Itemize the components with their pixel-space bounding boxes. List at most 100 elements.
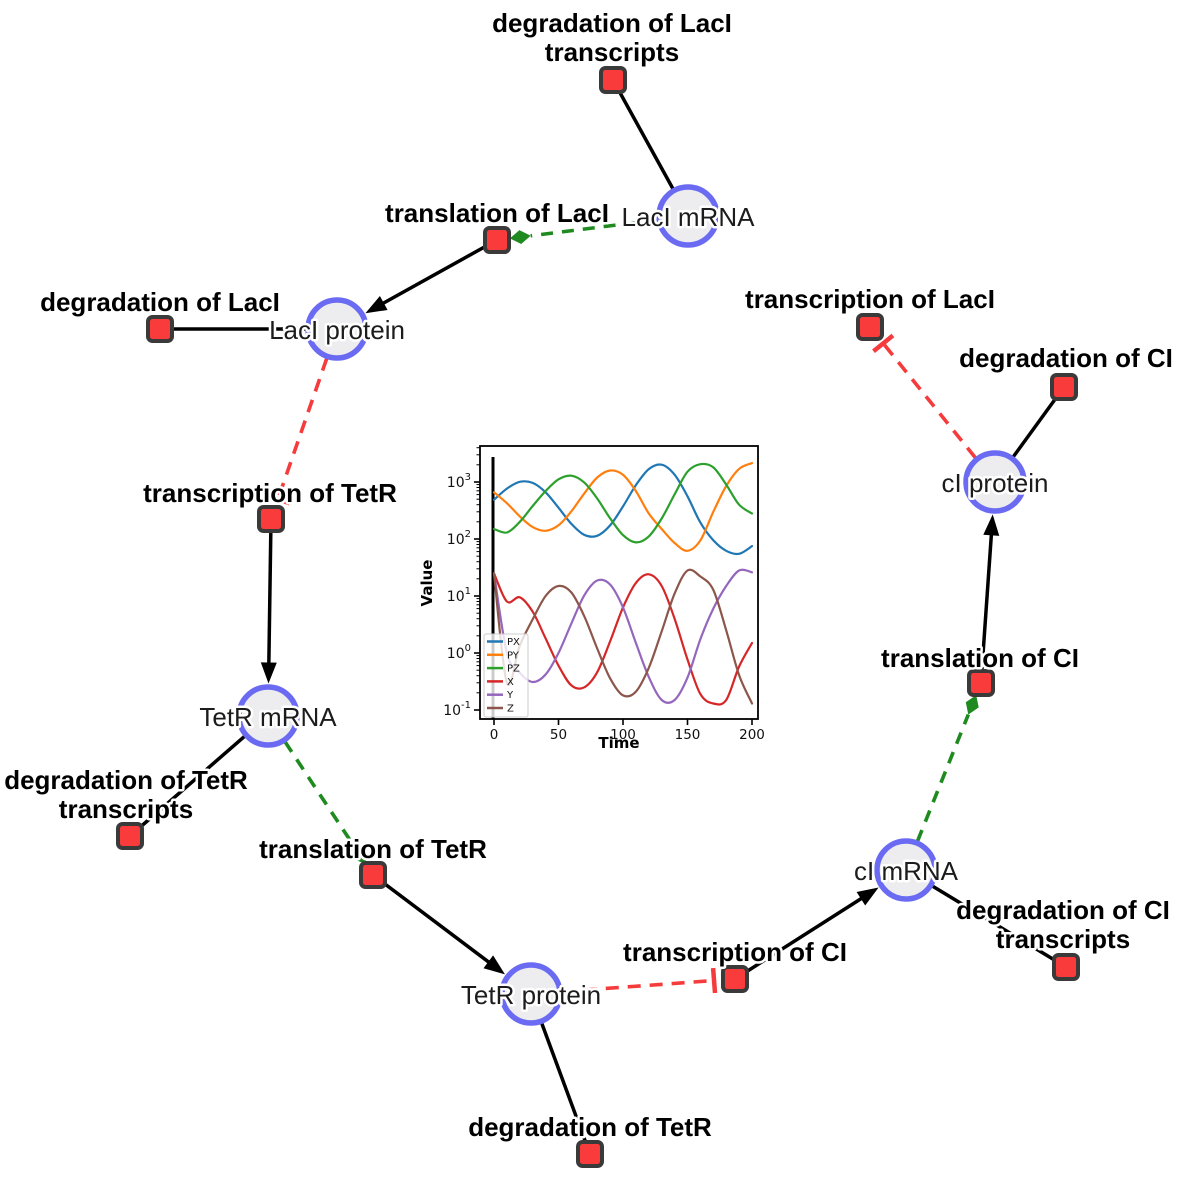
reaction-label-deg-tetr-tx-line1: degradation of TetR xyxy=(4,765,248,795)
edge-tetr-mrna-to-deg-tetr-tx xyxy=(128,734,246,838)
labels-layer: LacI mRNA LacI protein TetR mRNA TetR prote… xyxy=(2,6,1176,1145)
arrowhead-icon xyxy=(483,955,505,975)
reaction-label-deg-laci-tx-line2: transcripts xyxy=(545,37,679,67)
consumption-line xyxy=(540,1022,592,1155)
y-tick-label: 103 xyxy=(447,472,471,491)
legend-label-X: X xyxy=(507,677,514,688)
reaction-label-translation-ci-line1: translation of CI xyxy=(881,643,1079,673)
arrowhead-icon xyxy=(983,514,1000,536)
edge-laci-protein-to-transcription-tetr xyxy=(265,357,329,506)
inhibition-bar-icon xyxy=(265,492,291,506)
x-tick-label: 200 xyxy=(739,727,765,743)
species-node-laci-mrna xyxy=(656,184,720,248)
reaction-label-transcription-ci-line1: transcription of CI xyxy=(623,937,847,967)
consumption-line xyxy=(931,884,1067,969)
legend-label-PY: PY xyxy=(507,650,520,661)
arrowhead-icon xyxy=(260,662,277,684)
x-tick-label: 50 xyxy=(550,727,567,743)
legend-label-PX: PX xyxy=(507,637,520,648)
reaction-label-transcription-tetr-line1: transcription of TetR xyxy=(143,478,397,508)
inhibition-line xyxy=(881,342,977,460)
species-label-ci-protein: cI protein xyxy=(942,468,1049,498)
reaction-node-transcription-laci xyxy=(856,313,884,341)
reaction-label-deg-laci-tx-line1: degradation of LacI xyxy=(492,8,732,38)
x-tick-label: 0 xyxy=(490,727,499,743)
reaction-label-deg-ci-line1: degradation of CI xyxy=(959,343,1173,373)
edge-laci-mrna-to-translation-laci xyxy=(509,218,658,244)
reaction-label-translation-laci-line1: translation of LacI xyxy=(385,198,609,228)
reaction-node-deg-ci-tx xyxy=(1052,953,1080,981)
reaction-label-deg-ci-tx-line1: degradation of CI xyxy=(956,895,1170,925)
series-line-PY xyxy=(492,462,754,552)
production-line xyxy=(379,238,498,307)
series-line-PX xyxy=(492,463,754,556)
species-node-laci-protein xyxy=(305,297,369,361)
reaction-label-deg-tetr-tx-line2: transcripts xyxy=(59,794,193,824)
production-line xyxy=(371,873,493,966)
series-line-Y xyxy=(492,568,754,704)
inhibition-bar-icon xyxy=(710,967,718,994)
y-axis: 10-1 100 101 102 103 Value xyxy=(418,447,480,719)
arrowhead-icon xyxy=(856,887,879,906)
edge-translation-tetr-to-tetr-protein xyxy=(371,873,505,975)
edge-translation-laci-to-laci-protein xyxy=(365,238,498,314)
species-node-tetr-protein xyxy=(499,962,563,1026)
edge-ci-protein-to-transcription-laci xyxy=(872,333,977,460)
species-node-ci-protein xyxy=(963,450,1027,514)
y-tick-label: 100 xyxy=(447,643,471,662)
x-axis-label: Time xyxy=(598,734,639,752)
inhibition-line xyxy=(561,978,715,994)
y-tick-label: 101 xyxy=(447,586,471,605)
series-line-PZ xyxy=(492,462,754,544)
edge-ci-mrna-to-translation-ci xyxy=(915,695,979,842)
y-tick-label: 10-1 xyxy=(443,700,471,719)
edge-translation-ci-to-ci-protein xyxy=(979,514,1000,684)
legend-label-Y: Y xyxy=(506,690,514,701)
reaction-node-deg-laci-tx xyxy=(599,66,627,94)
reaction-node-transcription-ci xyxy=(721,965,749,993)
reaction-node-translation-ci xyxy=(967,669,995,697)
reaction-node-translation-tetr xyxy=(359,861,387,889)
edge-laci-mrna-to-deg-laci-tx xyxy=(611,79,675,190)
species-node-ci-mrna xyxy=(874,838,938,902)
species-label-tetr-protein: TetR protein xyxy=(461,980,601,1010)
consumption-line xyxy=(611,79,675,190)
species-label-laci-protein: LacI protein xyxy=(269,315,405,345)
activation-line xyxy=(915,713,970,842)
edge-tetr-protein-to-deg-tetr xyxy=(540,1022,592,1155)
inset-chart: 0 50 100 150 200 Time 10-1 100 101 102 103 Value PX P… xyxy=(418,445,765,752)
activation-diamond-icon xyxy=(509,230,531,244)
activation-line xyxy=(530,218,658,238)
production-line xyxy=(979,531,994,684)
reaction-label-deg-ci-tx-line2: transcripts xyxy=(996,924,1130,954)
reaction-node-translation-laci xyxy=(483,226,511,254)
production-line xyxy=(267,518,273,667)
species-node-tetr-mrna xyxy=(236,684,300,748)
reaction-node-deg-tetr xyxy=(576,1140,604,1168)
legend-label-Z: Z xyxy=(507,704,514,715)
edge-tetr-mrna-to-translation-tetr xyxy=(283,740,366,865)
edge-tetr-protein-to-transcription-ci xyxy=(561,967,718,994)
y-tick-label: 102 xyxy=(447,529,471,548)
activation-diamond-icon xyxy=(354,846,366,865)
nodes-layer xyxy=(116,66,1080,1168)
reaction-label-deg-laci-line1: degradation of LacI xyxy=(40,287,280,317)
x-tick-label: 100 xyxy=(610,727,636,743)
reaction-node-deg-laci xyxy=(146,315,174,343)
inhibition-bar-icon xyxy=(872,333,895,353)
series-line-Z xyxy=(492,568,754,705)
production-line xyxy=(734,895,866,981)
inhibition-line xyxy=(276,357,329,500)
edge-transcription-ci-to-ci-mrna xyxy=(734,887,879,981)
reaction-label-transcription-laci-line1: transcription of LacI xyxy=(745,284,995,314)
edge-transcription-tetr-to-tetr-mrna xyxy=(260,518,277,684)
species-label-ci-mrna: cI mRNA xyxy=(854,856,959,886)
x-tick-label: 150 xyxy=(675,727,701,743)
consumption-line xyxy=(128,734,246,838)
reaction-label-deg-tetr-line1: degradation of TetR xyxy=(468,1112,712,1142)
y-axis-label: Value xyxy=(418,560,436,607)
activation-line xyxy=(283,740,356,848)
species-label-tetr-mrna: TetR mRNA xyxy=(199,702,337,732)
